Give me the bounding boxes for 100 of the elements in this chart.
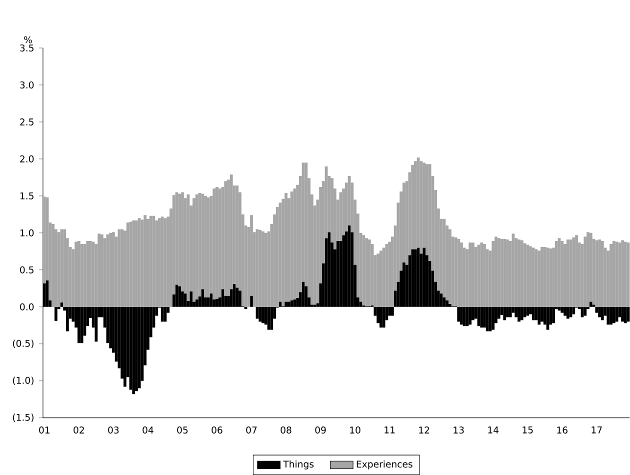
bar — [270, 306, 274, 330]
bar — [612, 306, 616, 324]
bar — [238, 290, 242, 307]
bar — [60, 302, 64, 307]
bar — [472, 306, 474, 320]
bar — [589, 302, 592, 307]
bar — [610, 306, 612, 325]
x-tick-label: 03 — [108, 426, 119, 434]
bar — [293, 299, 296, 307]
x-tick-label: 09 — [315, 426, 326, 434]
bar — [618, 306, 622, 318]
bar — [526, 306, 530, 316]
legend-label: Experiences — [356, 460, 412, 470]
bar — [135, 306, 138, 392]
x-tick-label: 16 — [557, 426, 568, 434]
bar — [278, 302, 282, 307]
bar — [132, 306, 136, 394]
x-tick-label: 14 — [488, 426, 499, 434]
bar — [538, 306, 541, 325]
bar — [460, 306, 463, 325]
bar — [532, 306, 535, 320]
bar — [503, 306, 506, 320]
bar — [572, 306, 576, 314]
y-tick-label: 2.5 — [20, 118, 34, 126]
bar — [442, 297, 446, 307]
bar — [416, 248, 420, 307]
bar — [382, 306, 386, 328]
bar — [201, 289, 204, 307]
bar — [284, 302, 288, 307]
bar — [287, 302, 290, 307]
bar — [178, 286, 182, 307]
bar — [508, 306, 512, 318]
y-tick-label: 0.0 — [20, 303, 34, 310]
bar — [468, 306, 472, 325]
x-tick-label: 12 — [419, 426, 430, 434]
bar — [624, 306, 627, 324]
x-tick-label: 11 — [384, 426, 395, 434]
x-tick-label: 08 — [280, 426, 292, 434]
bar — [66, 306, 69, 332]
bar — [621, 306, 624, 322]
y-axis-title: % — [24, 36, 32, 44]
legend-label: Things — [283, 460, 314, 470]
x-tick-label: 01 — [39, 426, 50, 434]
bar — [388, 306, 392, 316]
bar — [566, 306, 570, 319]
bar — [483, 306, 486, 328]
y-tick-label: 1.0 — [20, 229, 34, 236]
bar — [480, 306, 484, 328]
bar — [328, 232, 331, 307]
bar — [190, 291, 193, 307]
x-tick-label: 17 — [592, 426, 602, 434]
bar — [560, 306, 564, 313]
bar — [584, 306, 587, 316]
bar — [195, 299, 198, 307]
bar — [520, 306, 524, 320]
bar — [457, 306, 460, 322]
bar — [258, 306, 262, 322]
y-tick-label: (1.5) — [12, 414, 34, 422]
bar — [486, 306, 489, 332]
x-tick-label: 04 — [142, 426, 154, 434]
bar — [250, 296, 253, 307]
bar — [598, 306, 601, 318]
bar — [184, 294, 187, 307]
y-tick-label: 0.5 — [20, 266, 34, 274]
bar — [600, 306, 604, 320]
bar — [414, 249, 417, 307]
bar — [422, 248, 426, 307]
bar — [78, 306, 80, 344]
bar — [80, 306, 84, 344]
bar — [290, 300, 294, 307]
y-tick-label: 3.0 — [20, 81, 34, 88]
bar — [124, 306, 126, 387]
bar — [497, 306, 500, 319]
y-tick-label: (0.5) — [12, 340, 34, 348]
bar — [440, 294, 443, 307]
bar — [42, 196, 46, 284]
bar — [342, 235, 345, 307]
bar — [446, 300, 449, 307]
bar — [462, 306, 466, 326]
y-tick-label: 1.5 — [20, 192, 34, 200]
x-tick-label: 02 — [74, 426, 84, 434]
bar — [518, 306, 520, 322]
x-tick-label: 05 — [177, 426, 188, 434]
bar — [54, 306, 58, 321]
bar — [606, 306, 610, 325]
x-tick-label: 07 — [246, 426, 257, 434]
bar — [206, 297, 210, 307]
x-tick-label: 10 — [350, 426, 360, 434]
y-tick-label: 2.0 — [20, 155, 34, 162]
x-tick-label: 06 — [212, 426, 222, 434]
bar — [552, 306, 555, 324]
bar — [564, 306, 566, 316]
bar — [376, 306, 380, 324]
bar — [595, 306, 598, 313]
y-tick-label: 3.5 — [20, 44, 34, 52]
bar — [109, 306, 112, 348]
bar — [236, 288, 239, 307]
bar — [514, 306, 518, 318]
bar — [391, 306, 394, 316]
bar — [492, 306, 495, 330]
